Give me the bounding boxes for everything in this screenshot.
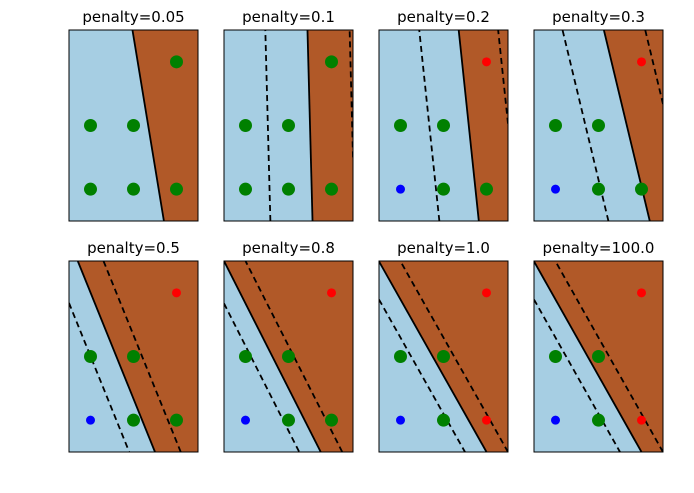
class-1-region	[132, 30, 198, 221]
subplot-title: penalty=100.0	[543, 239, 655, 257]
margin-line	[554, 261, 663, 452]
class-1-point	[482, 57, 491, 67]
class-1-point	[482, 288, 491, 298]
class-1-point	[327, 288, 336, 298]
support-vector-point	[592, 119, 605, 132]
class-1-point	[482, 415, 491, 425]
decision-boundary	[224, 261, 322, 452]
support-vector-point	[592, 182, 605, 196]
subplot-4: penalty=0.3	[533, 8, 664, 222]
decision-boundary	[534, 261, 643, 452]
support-vector-point	[437, 182, 450, 196]
class-1-point	[637, 288, 646, 298]
margin-line	[224, 303, 301, 452]
margin-line	[497, 30, 508, 124]
support-vector-point	[127, 182, 140, 196]
subplot-title: penalty=0.2	[397, 8, 490, 26]
support-vector-point	[239, 119, 252, 132]
subplot-title: penalty=0.5	[87, 239, 180, 257]
class-1-region	[603, 30, 663, 221]
class-1-point	[172, 288, 181, 298]
support-vector-point	[239, 182, 252, 196]
subplot-title: penalty=0.1	[242, 8, 335, 26]
margin-line	[264, 30, 272, 221]
subplot-title: penalty=0.3	[552, 8, 645, 26]
support-vector-point	[549, 119, 562, 132]
support-vector-point	[394, 350, 407, 363]
support-vector-point	[170, 182, 183, 196]
margin-line	[102, 261, 182, 452]
margin-line	[348, 30, 353, 158]
support-vector-point	[282, 119, 295, 132]
subplot-7: penalty=1.0	[378, 239, 509, 453]
support-vector-point	[592, 350, 605, 363]
margin-line	[418, 30, 441, 221]
subplot-6: penalty=0.8	[223, 239, 354, 453]
class-1-point	[637, 57, 646, 67]
support-vector-point	[549, 350, 562, 363]
subplot-1: penalty=0.05	[68, 8, 199, 222]
decision-boundary	[76, 261, 156, 452]
subplot-3: penalty=0.2	[378, 8, 509, 222]
support-vector-point	[84, 182, 97, 196]
subplot-2: penalty=0.1	[223, 8, 354, 222]
axes-frame	[533, 29, 664, 222]
margin-line	[69, 302, 131, 452]
subplot-title: penalty=0.05	[82, 8, 184, 26]
margin-line	[644, 30, 663, 105]
subplot-title: penalty=0.8	[242, 239, 335, 257]
support-vector-point	[170, 55, 183, 69]
support-vector-point	[437, 350, 450, 363]
support-vector-point	[480, 182, 493, 196]
axes-frame	[68, 29, 199, 222]
subplot-title: penalty=1.0	[397, 239, 490, 257]
decision-boundary	[306, 30, 314, 221]
support-vector-point	[437, 119, 450, 132]
class-0-point	[86, 415, 95, 425]
support-vector-point	[84, 350, 97, 363]
decision-boundary	[457, 30, 480, 221]
support-vector-point	[239, 350, 252, 363]
support-vector-point	[325, 55, 338, 69]
decision-boundary	[379, 261, 488, 452]
support-vector-point	[170, 413, 183, 427]
class-1-region	[307, 30, 353, 221]
class-0-point	[551, 184, 560, 194]
support-vector-point	[437, 413, 450, 427]
support-vector-point	[84, 119, 97, 132]
axes-frame	[223, 260, 354, 453]
class-1-point	[637, 415, 646, 425]
class-0-point	[396, 415, 405, 425]
support-vector-point	[282, 182, 295, 196]
class-0-point	[396, 184, 405, 194]
axes-frame	[378, 29, 509, 222]
subplot-5: penalty=0.5	[68, 239, 199, 453]
axes-frame	[533, 260, 664, 453]
support-vector-point	[592, 413, 605, 427]
support-vector-point	[127, 413, 140, 427]
axes-frame	[378, 260, 509, 453]
support-vector-point	[394, 119, 407, 132]
support-vector-point	[282, 413, 295, 427]
support-vector-point	[635, 182, 648, 196]
support-vector-point	[127, 119, 140, 132]
class-0-point	[241, 415, 250, 425]
axes-frame	[68, 260, 199, 453]
support-vector-point	[325, 413, 338, 427]
subplot-8: penalty=100.0	[533, 239, 664, 453]
support-vector-point	[282, 350, 295, 363]
margin-line	[379, 299, 466, 452]
support-vector-point	[325, 182, 338, 196]
margin-line	[534, 299, 621, 452]
support-vector-point	[127, 350, 140, 363]
class-0-point	[551, 415, 560, 425]
axes-frame	[223, 29, 354, 222]
decision-boundary	[131, 30, 165, 221]
margin-line	[399, 261, 508, 452]
class-1-region	[458, 30, 508, 221]
